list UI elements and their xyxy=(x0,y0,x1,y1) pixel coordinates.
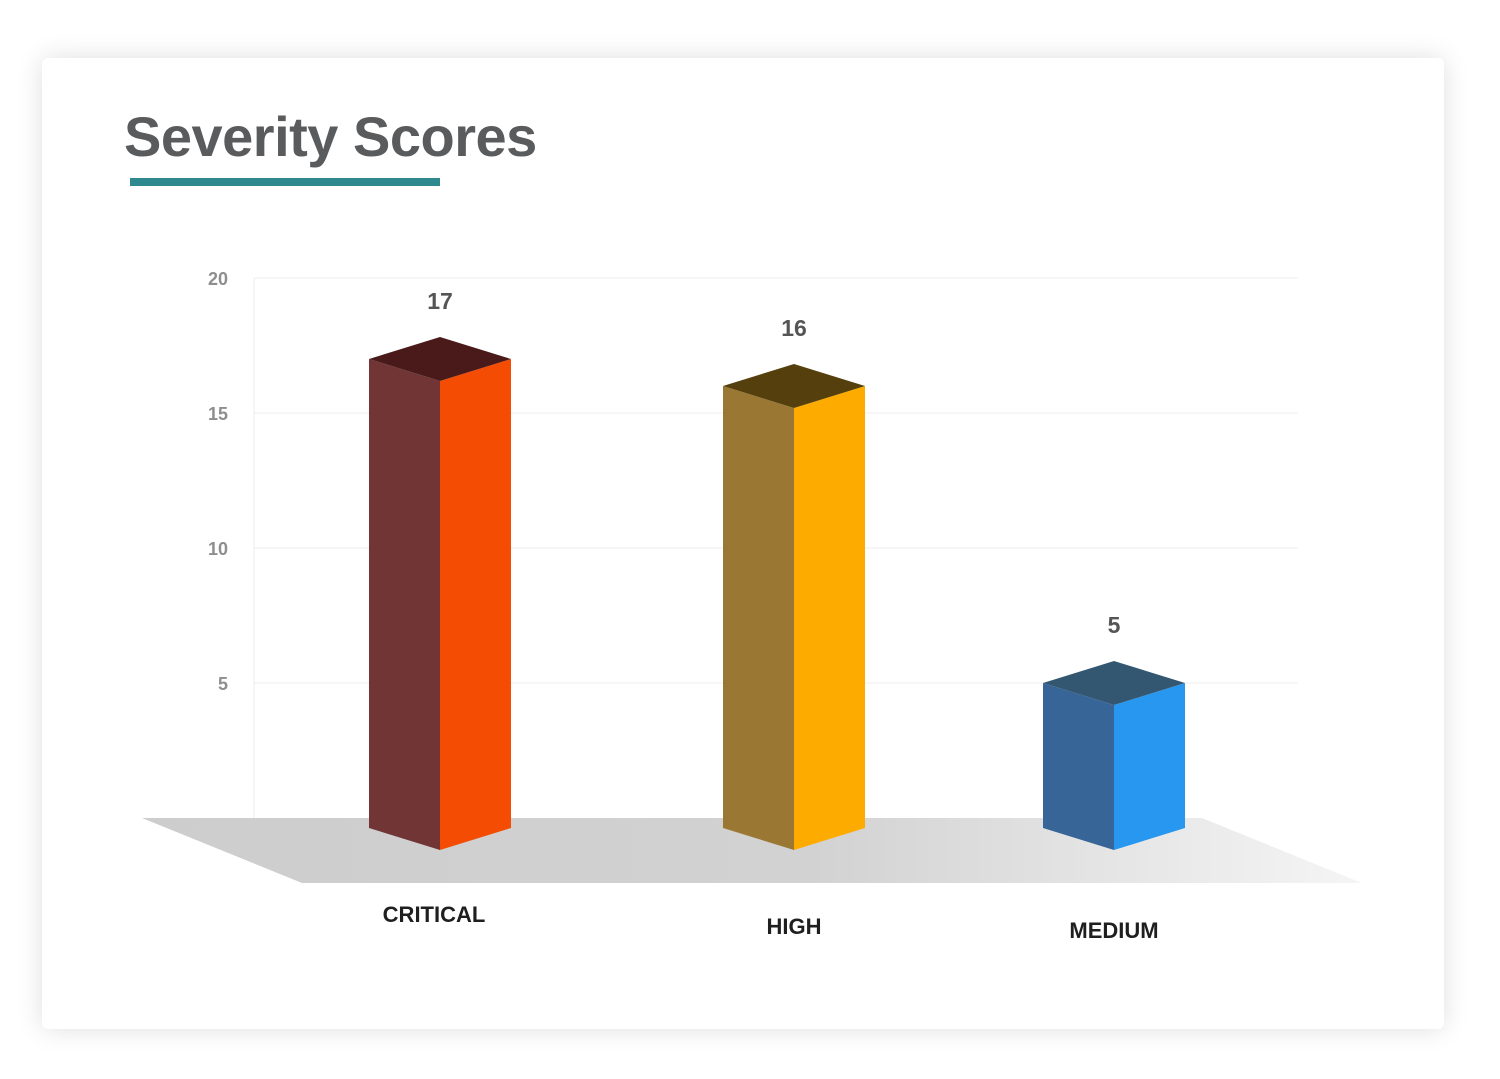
bar-top-face xyxy=(723,364,865,408)
bar-front-face xyxy=(1114,683,1185,850)
category-label: CRITICAL xyxy=(383,902,486,927)
y-tick-label: 15 xyxy=(208,404,228,424)
data-label: 5 xyxy=(1108,612,1121,638)
chart-title: Severity Scores xyxy=(124,105,537,168)
bar-side-face xyxy=(723,386,794,850)
bar-high xyxy=(723,364,865,850)
category-label: MEDIUM xyxy=(1069,918,1158,943)
bar-front-face xyxy=(794,386,865,850)
bar-front-face xyxy=(440,359,511,850)
bar-top-face xyxy=(369,337,511,381)
y-tick-label: 20 xyxy=(208,269,228,289)
data-label: 16 xyxy=(781,315,807,341)
data-label: 17 xyxy=(427,288,453,314)
y-tick-label: 10 xyxy=(208,539,228,559)
bar-top-face xyxy=(1043,661,1185,705)
bar-medium xyxy=(1043,661,1185,850)
bar-side-face xyxy=(1043,683,1114,850)
title-underline xyxy=(130,178,440,186)
y-tick-label: 5 xyxy=(218,674,228,694)
category-label: HIGH xyxy=(767,914,822,939)
bar-side-face xyxy=(369,359,440,850)
bar-critical xyxy=(369,337,511,850)
